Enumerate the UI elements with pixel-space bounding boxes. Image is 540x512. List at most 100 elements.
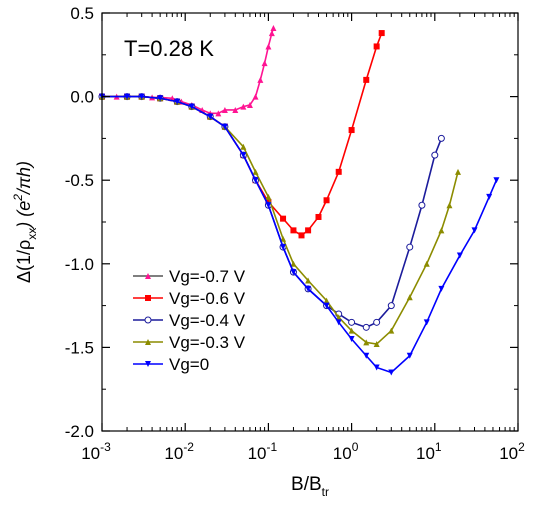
x-tick-label: 10-1 [248,440,278,463]
y-tick-label: -2.0 [65,422,94,441]
legend-label: Vg=-0.4 V [169,311,246,330]
legend-label: Vg=0 [169,355,209,374]
data-point [265,43,272,50]
data-point [363,352,370,359]
y-axis-label-part1-sub: xx [25,228,39,240]
data-point [124,93,131,100]
data-point [315,213,322,220]
x-tick-label: 10-2 [164,440,194,463]
data-point [348,127,355,134]
legend-marker [145,361,151,367]
data-point [138,93,145,100]
y-tick-label: -1.5 [65,338,94,357]
data-point [438,285,445,292]
legend-label: Vg=-0.7 V [169,267,246,286]
data-point [418,201,426,209]
data-point [471,227,478,234]
data-point [174,98,181,105]
data-point [252,168,259,175]
data-point [290,260,297,267]
data-point [388,369,395,376]
y-tick-label: 0.0 [70,88,94,107]
data-point [240,152,247,159]
data-point [348,327,355,334]
data-point [270,25,277,32]
data-point [335,314,342,321]
y-tick-label: -0.5 [65,171,94,190]
x-axis-label: B/Btr [291,474,329,499]
legend-item-vg-0-6-v: Vg=-0.6 V [133,289,246,308]
data-point [437,134,445,142]
data-point [335,168,342,175]
data-point [373,341,380,348]
data-point [323,302,330,309]
data-point [406,243,414,251]
ticks-layer: 10-3 10-2 10-1 100 101 102 0.5 0.0 -0.5 -1.0 -1.5 -… [65,4,525,463]
y-axis-label-part2: ) (e [14,201,34,230]
y-tick-label: -1.0 [65,255,94,274]
series-layer [98,25,500,376]
y-axis-label-part2-sup: 2 [11,194,25,202]
data-point [221,106,228,113]
data-point [215,110,222,117]
legend-label: Vg=-0.6 V [169,289,246,308]
legend-item-vg-0: Vg=0 [133,355,209,374]
data-point [157,95,164,102]
data-point [423,319,430,326]
data-point [373,43,380,50]
plot-area [102,13,518,431]
series-vg-0 [99,93,500,376]
data-point [378,30,385,37]
legend-item-vg-0-4-v: Vg=-0.4 V [133,311,246,330]
data-point [252,93,259,100]
data-point [456,252,463,259]
x-tick-label: 101 [416,440,442,463]
data-point [323,297,330,304]
data-point [373,318,381,326]
data-point [305,277,312,284]
data-point [240,143,247,150]
data-point [188,103,195,110]
data-point [280,215,287,222]
legend-label: Vg=-0.3 V [169,333,246,352]
data-point [246,101,253,108]
data-point [335,319,342,326]
data-point [348,318,356,326]
legend: Vg=-0.7 V Vg=-0.6 V Vg=-0.4 V Vg=-0.3 V Vg=0 [133,267,246,374]
data-point [438,227,445,234]
data-point [406,352,413,359]
data-point [486,193,493,200]
data-point [305,227,312,234]
x-axis-label-sub: tr [322,485,329,499]
data-point [454,168,461,175]
data-point [265,193,272,200]
x-tick-label: 102 [499,440,525,463]
data-point [268,30,275,37]
data-point [232,106,239,113]
data-point [265,202,272,209]
data-point [221,123,228,130]
legend-marker [145,339,151,345]
data-point [280,235,287,242]
legend-item-vg-0-3-v: Vg=-0.3 V [133,333,246,352]
data-point [290,269,297,276]
data-point [388,327,395,334]
data-point [363,339,370,346]
data-point [363,76,370,83]
x-tick-label: 10-3 [81,440,111,463]
data-point [298,232,305,239]
temperature-annotation: T=0.28 K [124,36,214,61]
y-tick-label: 0.5 [70,4,94,23]
data-point [387,302,395,310]
data-point [240,103,247,110]
legend-item-vg-0-7-v: Vg=-0.7 V [133,267,246,286]
data-point [493,177,500,184]
data-point [207,113,214,120]
legend-marker [144,316,152,324]
y-axis-label-part1: Δ(1/ρ [14,240,34,283]
x-tick-label: 100 [333,440,359,463]
y-axis-label: Δ(1/ρxx) (e2/πh) [11,161,39,283]
data-point [252,177,259,184]
data-point [362,323,370,331]
